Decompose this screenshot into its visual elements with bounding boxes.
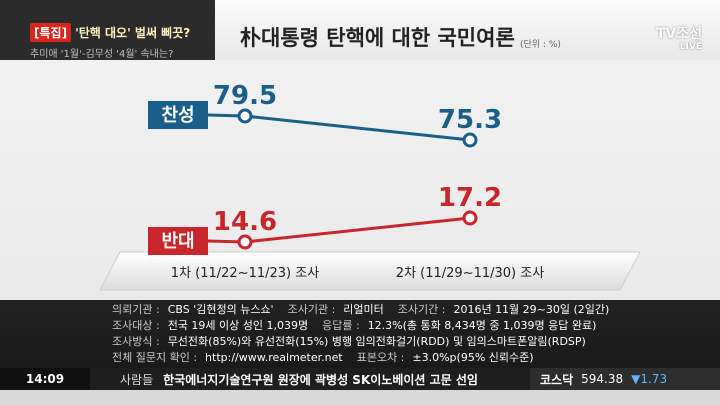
series-line-1 — [244, 216, 471, 244]
headline-tag: [특집] — [30, 22, 72, 42]
survey-info-panel: 의뢰기관 : CBS '김현정의 뉴스쇼' 조사기관 : 리얼미터 조사기간 : 2016… — [0, 300, 720, 368]
info-row: 전체 질문지 확인 : http://www.realmeter.net 표본오차 … — [112, 350, 620, 366]
value-label-1-0: 14.6 — [213, 207, 277, 237]
info-value: 무선전화(85%)와 유선전화(15%) 병행 임의전화걸기(RDD) 및 임의… — [167, 335, 586, 348]
info-row: 의뢰기관 : CBS '김현정의 뉴스쇼' 조사기관 : 리얼미터 조사기간 : 2016… — [112, 302, 620, 318]
line-chart: 찬성 79.5 75.3 반대 14.6 17.2 1차 (11/22~11/23) 조사… — [99, 81, 641, 291]
info-label: 응답률 : — [322, 319, 360, 332]
info-gap — [308, 318, 322, 334]
market-change: ▼1.73 — [631, 372, 668, 386]
bottom-strip — [0, 390, 720, 405]
info-gap — [274, 302, 288, 318]
info-value: ±3.0%p(95% 신뢰수준) — [412, 351, 534, 364]
data-point-1-0 — [237, 234, 253, 250]
clock: 14:09 — [25, 372, 65, 386]
ticker-category: 사람들 — [120, 372, 154, 387]
info-value: 리얼미터 — [343, 303, 384, 316]
info-value: http://www.realmeter.net — [205, 351, 343, 364]
data-point-0-1 — [462, 132, 478, 148]
info-gap — [343, 350, 357, 366]
info-label: 조사기간 : — [397, 303, 446, 316]
series-badge-0 — [148, 101, 208, 129]
market-value: 594.38 — [581, 372, 624, 386]
ticker-news: 사람들 한국에너지기술연구원 원장에 곽병성 SK이노베이션 고문 선임 — [90, 368, 530, 390]
info-value: 2016년 11월 29~30일 (2일간) — [453, 303, 610, 316]
series-badge-1 — [148, 227, 208, 255]
info-row: 조사방식 : 무선전화(85%)와 유선전화(15%) 병행 임의전화걸기(RDD… — [112, 334, 620, 350]
logo-live-text: LIVE — [679, 42, 702, 52]
headline: [특집] '탄핵 대오' 벌써 삐끗? — [30, 22, 190, 42]
category-label-1: 2차 (11/29~11/30) 조사 — [396, 266, 544, 281]
data-point-0-0 — [237, 108, 253, 124]
info-row: 조사대상 : 전국 19세 이상 성인 1,039명 응답률 : 12.3%(총 통화… — [112, 318, 620, 334]
broadcaster-logo: TV조선 LIVE — [655, 26, 702, 54]
chart-title: 朴대통령 탄핵에 대한 국민여론 — [240, 26, 515, 50]
chart-unit: (단위 : %) — [520, 40, 561, 50]
subheadline: 추미애 '1월'-김무성 '4월' 속내는? — [30, 49, 174, 60]
market-index: 코스닥 594.38 ▼1.73 — [530, 368, 720, 390]
value-label-0-1: 75.3 — [438, 105, 502, 135]
category-platform — [99, 251, 641, 291]
news-ticker: 14:09 사람들 한국에너지기술연구원 원장에 곽병성 SK이노베이션 고문 … — [0, 368, 720, 390]
value-label-1-1: 17.2 — [438, 183, 502, 213]
info-label: 조사방식 : — [112, 335, 160, 348]
series-label-0: 찬성 — [161, 105, 194, 126]
info-value: 전국 19세 이상 성인 1,039명 — [167, 319, 309, 332]
headline-text: '탄핵 대오' 벌써 삐끗? — [75, 25, 191, 40]
logo-text: TV조선 — [655, 26, 702, 42]
title-bar — [215, 0, 720, 60]
market-name: 코스닥 — [540, 372, 574, 387]
series-label-1: 반대 — [161, 231, 194, 252]
survey-info: 의뢰기관 : CBS '김현정의 뉴스쇼' 조사기관 : 리얼미터 조사기간 : 2016… — [112, 302, 620, 366]
value-label-0-0: 79.5 — [213, 81, 277, 111]
info-gap — [384, 302, 398, 318]
info-label: 조사기관 : — [287, 303, 336, 316]
info-value: CBS '김현정의 뉴스쇼' — [167, 303, 274, 316]
info-label: 전체 질문지 확인 : — [112, 351, 198, 364]
info-label: 조사대상 : — [112, 319, 160, 332]
info-label: 표본오차 : — [356, 351, 405, 364]
category-label-0: 1차 (11/22~11/23) 조사 — [171, 266, 319, 281]
info-label: 의뢰기관 : — [112, 303, 160, 316]
series-line-0 — [244, 114, 471, 142]
data-point-1-1 — [462, 210, 478, 226]
ticker-headline: 한국에너지기술연구원 원장에 곽병성 SK이노베이션 고문 선임 — [163, 372, 478, 387]
info-value: 12.3%(총 통화 8,434명 중 1,039명 응답 완료) — [367, 319, 597, 332]
